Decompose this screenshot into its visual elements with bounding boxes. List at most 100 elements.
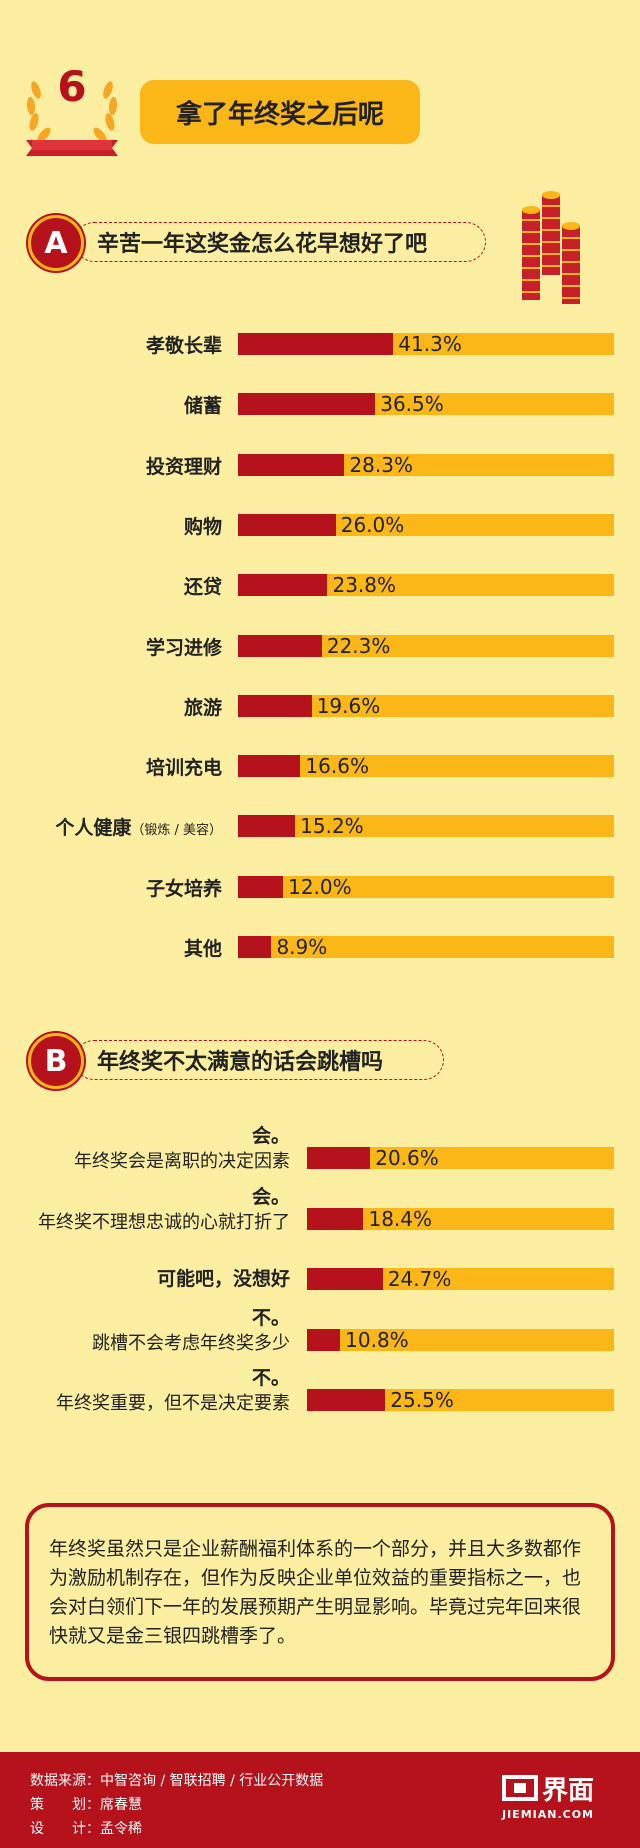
- page-title: 拿了年终奖之后呢: [140, 80, 420, 144]
- category-name: 孝敬长辈: [145, 335, 222, 357]
- bar-value-label: 20.6%: [375, 1146, 439, 1170]
- bar-track: 41.3%: [238, 333, 614, 355]
- category-label: 其他: [184, 934, 222, 961]
- category-label: 孝敬长辈: [146, 331, 222, 358]
- category-name: 还贷: [183, 576, 222, 599]
- bar-track: 12.0%: [238, 874, 614, 899]
- bar-track: 23.8%: [238, 573, 614, 598]
- section-b-question: 年终奖不太满意的话会跳槽吗: [74, 1040, 444, 1080]
- category-label: 会。年终奖会是离职的决定因素: [74, 1123, 290, 1175]
- bar-value-label: 18.4%: [368, 1206, 433, 1231]
- summary-note-text: 年终奖虽然只是企业薪酬福利体系的一个部分，并且大多数都作为激励机制存在，但作为反…: [49, 1538, 582, 1647]
- bar-track: 10.8%: [307, 1327, 614, 1352]
- section-a-question-text: 辛苦一年这奖金怎么花早想好了吧: [97, 232, 428, 257]
- bar-value-label: 26.0%: [340, 512, 405, 537]
- category-label: 旅游: [184, 693, 222, 720]
- category-answer: 不。: [251, 1306, 290, 1329]
- bar: [238, 453, 345, 476]
- category-label: 还贷: [184, 572, 222, 599]
- category-label: 可能吧，没想好: [157, 1266, 290, 1292]
- category-name: 子女培养: [145, 877, 222, 900]
- category-label: 投资理财: [146, 452, 222, 479]
- category-label: 不。跳槽不会考虑年终奖多少: [92, 1305, 290, 1357]
- category-answer: 会。: [251, 1185, 290, 1208]
- bar: [307, 1389, 386, 1411]
- section-b-badge: B: [28, 1033, 84, 1089]
- bar-value-label: 36.5%: [380, 392, 444, 417]
- rank-number: 6: [57, 62, 87, 111]
- category-answer: 可能吧，没想好: [156, 1268, 290, 1290]
- data-source: 数据来源：中智咨询 / 智联招聘 / 行业公开数据: [30, 1773, 324, 1789]
- bar: [307, 1147, 371, 1169]
- bar-track: 20.6%: [307, 1147, 614, 1169]
- bar-track: 18.4%: [307, 1206, 614, 1231]
- section-a-question: 辛苦一年这奖金怎么花早想好了吧: [74, 222, 486, 262]
- footer: 数据来源：中智咨询 / 智联招聘 / 行业公开数据 策 划：席春慧 设 计：孟令…: [0, 1752, 640, 1848]
- category-label: 会。年终奖不理想忠诚的心就打折了: [38, 1184, 290, 1236]
- category-reason: 跳槽不会考虑年终奖多少: [92, 1332, 290, 1354]
- logo-en: JIEMIAN.COM: [502, 1808, 595, 1821]
- planner-credit: 策 划：席春慧: [30, 1797, 142, 1813]
- category-reason: 年终奖不理想忠诚的心就打折了: [38, 1211, 290, 1233]
- bar-value-label: 16.6%: [305, 754, 369, 779]
- category-name: 培训充电: [145, 757, 222, 780]
- bar: [307, 1207, 364, 1230]
- category-note: （锻炼 / 美容）: [131, 823, 222, 839]
- bar-value-label: 22.3%: [326, 633, 391, 658]
- bar: [238, 936, 272, 958]
- summary-note: 年终奖虽然只是企业薪酬福利体系的一个部分，并且大多数都作为激励机制存在，但作为反…: [25, 1503, 615, 1681]
- bar-track: 25.5%: [307, 1389, 614, 1411]
- bar-value-label: 10.8%: [345, 1327, 409, 1352]
- bar-value-label: 41.3%: [398, 332, 462, 356]
- bar: [238, 513, 336, 536]
- bar-value-label: 15.2%: [300, 814, 364, 839]
- section-a-badge: A: [28, 215, 84, 271]
- category-name: 旅游: [183, 696, 222, 719]
- bar: [238, 574, 328, 597]
- bar-value-label: 24.7%: [387, 1267, 452, 1291]
- category-answer: 会。: [251, 1125, 290, 1147]
- category-label: 购物: [184, 512, 222, 539]
- category-name: 储蓄: [183, 395, 222, 418]
- bar-track: 36.5%: [238, 392, 614, 417]
- bar: [307, 1328, 341, 1351]
- category-answer: 不。: [251, 1367, 290, 1389]
- category-name: 购物: [183, 515, 222, 538]
- designer-credit: 设 计：孟令稀: [30, 1821, 142, 1837]
- bar-track: 8.9%: [238, 936, 614, 958]
- bar: [238, 875, 284, 898]
- bar: [238, 634, 322, 657]
- category-label: 不。年终奖重要，但不是决定要素: [56, 1365, 290, 1417]
- bar: [238, 694, 312, 717]
- coin-stack-icon: [522, 191, 580, 304]
- bar-value-label: 25.5%: [390, 1388, 454, 1412]
- bar-track: 26.0%: [238, 512, 614, 537]
- bar-value-label: 19.6%: [316, 693, 381, 718]
- bar-value-label: 23.8%: [332, 573, 397, 598]
- jiemian-logo-icon: [502, 1775, 538, 1801]
- bar-track: 19.6%: [238, 693, 614, 718]
- bar: [238, 815, 296, 838]
- category-name: 投资理财: [145, 455, 222, 478]
- category-name: 个人健康: [55, 817, 132, 840]
- category-reason: 年终奖重要，但不是决定要素: [56, 1393, 290, 1414]
- bar: [238, 755, 301, 778]
- category-reason: 年终奖会是离职的决定因素: [74, 1151, 290, 1172]
- bar: [238, 333, 394, 355]
- bar-value-label: 8.9%: [276, 935, 328, 959]
- bar-value-label: 12.0%: [288, 874, 352, 899]
- category-label: 学习进修: [146, 633, 222, 660]
- section-b-question-text: 年终奖不太满意的话会跳槽吗: [97, 1050, 384, 1075]
- logo-cn: 界面: [542, 1776, 595, 1806]
- bar-track: 15.2%: [238, 814, 614, 839]
- bar-track: 24.7%: [307, 1268, 614, 1290]
- category-name: 学习进修: [145, 636, 222, 659]
- category-name: 其他: [183, 938, 222, 960]
- bar: [307, 1268, 383, 1290]
- bar-track: 22.3%: [238, 633, 614, 658]
- bar-value-label: 28.3%: [349, 452, 413, 477]
- category-label: 个人健康（锻炼 / 美容）: [55, 813, 222, 840]
- category-label: 子女培养: [146, 874, 222, 901]
- category-label: 培训充电: [146, 753, 222, 780]
- bar-track: 16.6%: [238, 754, 614, 779]
